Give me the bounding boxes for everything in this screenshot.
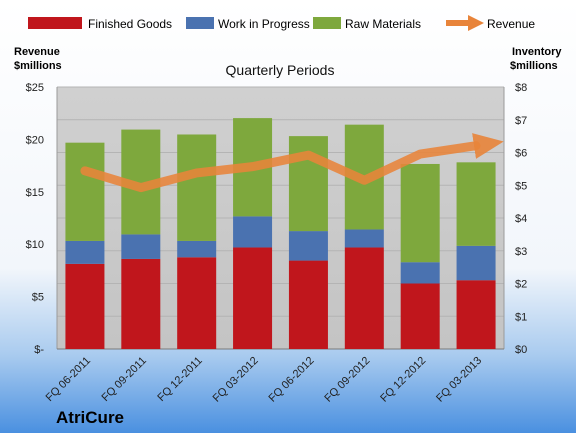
right-tick-label: $2 <box>515 279 527 291</box>
right-tick-label: $7 <box>515 115 527 127</box>
legend-swatch-raw-materials <box>313 17 341 29</box>
revenue-point-fq-12-2012 <box>420 154 421 155</box>
right-tick-label: $6 <box>515 148 527 160</box>
bar-finished-goods-fq-03-2012 <box>233 247 273 349</box>
bar-work-in-progress-fq-03-2013 <box>456 245 496 281</box>
bar-work-in-progress-fq-06-2011 <box>65 240 105 264</box>
bar-raw-materials-fq-03-2013 <box>456 162 496 246</box>
left-tick-label: $5 <box>32 292 44 304</box>
bar-work-in-progress-fq-09-2012 <box>344 229 384 248</box>
legend-swatch-finished-goods <box>28 17 82 29</box>
bar-finished-goods-fq-06-2011 <box>65 263 105 349</box>
legend: Finished Goods Work in Progress Raw Mate… <box>28 15 535 31</box>
revenue-point-fq-06-2012 <box>308 155 309 156</box>
right-tick-label: $1 <box>515 311 527 323</box>
left-axis-ticks: $- $5 $10 $15 $20 $25 <box>26 82 45 356</box>
bar-finished-goods-fq-03-2013 <box>456 280 496 349</box>
left-axis-title-line1: Revenue <box>14 46 60 58</box>
left-tick-label: $25 <box>26 82 44 94</box>
bar-finished-goods-fq-06-2012 <box>288 260 328 349</box>
bar-finished-goods-fq-12-2012 <box>400 283 440 349</box>
bar-work-in-progress-fq-06-2012 <box>288 231 328 261</box>
left-axis-title-line2: $millions <box>14 60 62 72</box>
right-tick-label: $0 <box>515 344 527 356</box>
revenue-line <box>80 133 504 193</box>
revenue-point-fq-09-2011 <box>140 187 141 188</box>
bar-work-in-progress-fq-12-2011 <box>177 240 217 258</box>
bar-work-in-progress-fq-12-2012 <box>400 262 440 284</box>
bar-raw-materials-fq-12-2011 <box>177 134 217 241</box>
legend-label-finished-goods: Finished Goods <box>88 17 172 31</box>
bar-work-in-progress-fq-03-2012 <box>233 216 273 248</box>
legend-swatch-work-in-progress <box>186 17 214 29</box>
legend-label-raw-materials: Raw Materials <box>345 17 421 31</box>
revenue-point-fq-06-2011 <box>84 170 85 171</box>
right-axis-title-line2: $millions <box>510 60 558 72</box>
left-tick-label: $- <box>34 344 44 356</box>
left-tick-label: $20 <box>26 134 44 146</box>
right-tick-label: $4 <box>515 213 527 225</box>
revenue-point-fq-12-2011 <box>196 172 197 173</box>
bar-work-in-progress-fq-09-2011 <box>121 234 161 259</box>
bar-finished-goods-fq-09-2012 <box>344 247 384 349</box>
right-tick-label: $5 <box>515 180 527 192</box>
bar-raw-materials-fq-06-2012 <box>288 136 328 232</box>
legend-swatch-revenue-arrowhead <box>468 15 484 31</box>
bars-layer <box>65 118 496 349</box>
left-tick-label: $10 <box>26 239 44 251</box>
right-axis-title-line1: Inventory <box>512 46 562 58</box>
revenue-point-fq-03-2012 <box>252 166 253 167</box>
bar-raw-materials-fq-12-2012 <box>400 163 440 263</box>
left-tick-label: $15 <box>26 187 44 199</box>
right-tick-label: $3 <box>515 246 527 258</box>
revenue-point-fq-09-2012 <box>364 180 365 181</box>
bar-finished-goods-fq-09-2011 <box>121 258 161 349</box>
bar-raw-materials-fq-06-2011 <box>65 142 105 241</box>
legend-label-revenue: Revenue <box>487 17 535 31</box>
bar-finished-goods-fq-12-2011 <box>177 257 217 349</box>
right-tick-label: $8 <box>515 82 527 94</box>
right-axis-ticks: $0 $1 $2 $3 $4 $5 $6 $7 $8 <box>515 82 527 356</box>
company-name: AtriCure <box>56 408 124 427</box>
chart-subtitle: Quarterly Periods <box>226 62 335 78</box>
line-layer <box>80 133 504 193</box>
legend-label-work-in-progress: Work in Progress <box>218 17 310 31</box>
